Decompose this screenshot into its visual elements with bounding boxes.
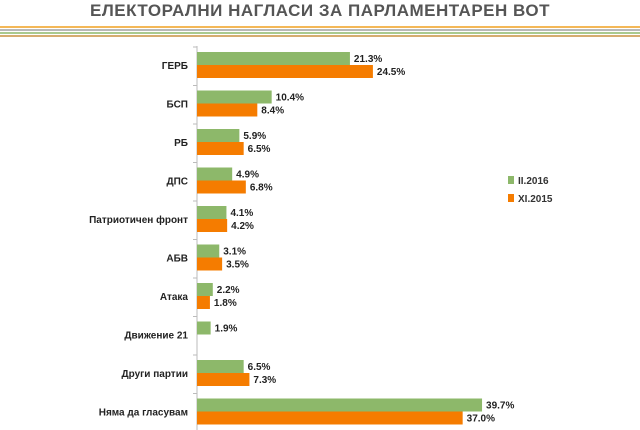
bar-ii-2016 <box>197 52 350 65</box>
bar-ii-2016 <box>197 167 233 181</box>
bar-ii-2016 <box>197 398 483 412</box>
data-label: 37.0% <box>467 414 495 425</box>
category-label: Няма да гласувам <box>99 408 188 419</box>
legend-label: II.2016 <box>518 176 549 187</box>
bar-xi-2015 <box>197 373 250 386</box>
legend-swatch <box>508 194 514 202</box>
data-label: 10.4% <box>276 93 304 104</box>
data-label: 4.2% <box>231 221 254 232</box>
title-decoration-lines <box>0 26 640 37</box>
chart-title: ЕЛЕКТОРАЛНИ НАГЛАСИ ЗА ПАРЛАМЕНТАРЕН ВОТ <box>90 1 550 20</box>
category-label: БСП <box>167 100 188 111</box>
bar-ii-2016 <box>197 206 227 219</box>
data-label: 6.5% <box>248 362 271 373</box>
data-label: 3.5% <box>226 260 249 271</box>
bar-xi-2015 <box>197 411 463 425</box>
bar-xi-2015 <box>197 296 210 309</box>
category-label: АБВ <box>166 254 188 265</box>
data-label: 2.2% <box>217 285 240 296</box>
category-label: ГЕРБ <box>162 61 188 72</box>
legend-label: XI.2015 <box>518 194 553 205</box>
bar-ii-2016 <box>197 360 244 373</box>
data-label: 7.3% <box>253 375 276 386</box>
bar-xi-2015 <box>197 103 258 117</box>
category-label: ДПС <box>166 177 188 188</box>
data-label: 1.8% <box>214 298 237 309</box>
data-label: 5.9% <box>243 131 266 142</box>
bar-xi-2015 <box>197 142 244 155</box>
bar-ii-2016 <box>197 90 272 104</box>
category-label: Движение 21 <box>124 331 188 342</box>
data-label: 24.5% <box>377 67 405 78</box>
bar-ii-2016 <box>197 244 220 258</box>
data-label: 21.3% <box>354 54 382 65</box>
data-label: 39.7% <box>486 401 514 412</box>
category-label: РБ <box>174 138 188 149</box>
data-label: 6.5% <box>248 144 271 155</box>
data-label: 3.1% <box>223 247 246 258</box>
category-label: Други партии <box>121 369 188 380</box>
legend-swatch <box>508 176 514 184</box>
bar-xi-2015 <box>197 180 246 194</box>
bar-xi-2015 <box>197 219 228 232</box>
bar-ii-2016 <box>197 283 213 296</box>
data-label: 6.8% <box>250 183 273 194</box>
data-label: 1.9% <box>215 324 238 335</box>
bar-xi-2015 <box>197 65 373 78</box>
bar-ii-2016 <box>197 321 211 335</box>
category-label: Атака <box>160 292 189 303</box>
bar-ii-2016 <box>197 129 240 142</box>
data-label: 4.1% <box>230 208 253 219</box>
data-label: 4.9% <box>236 170 259 181</box>
bar-xi-2015 <box>197 257 223 271</box>
category-label: Патриотичен фронт <box>89 214 188 226</box>
data-label: 8.4% <box>261 106 284 117</box>
